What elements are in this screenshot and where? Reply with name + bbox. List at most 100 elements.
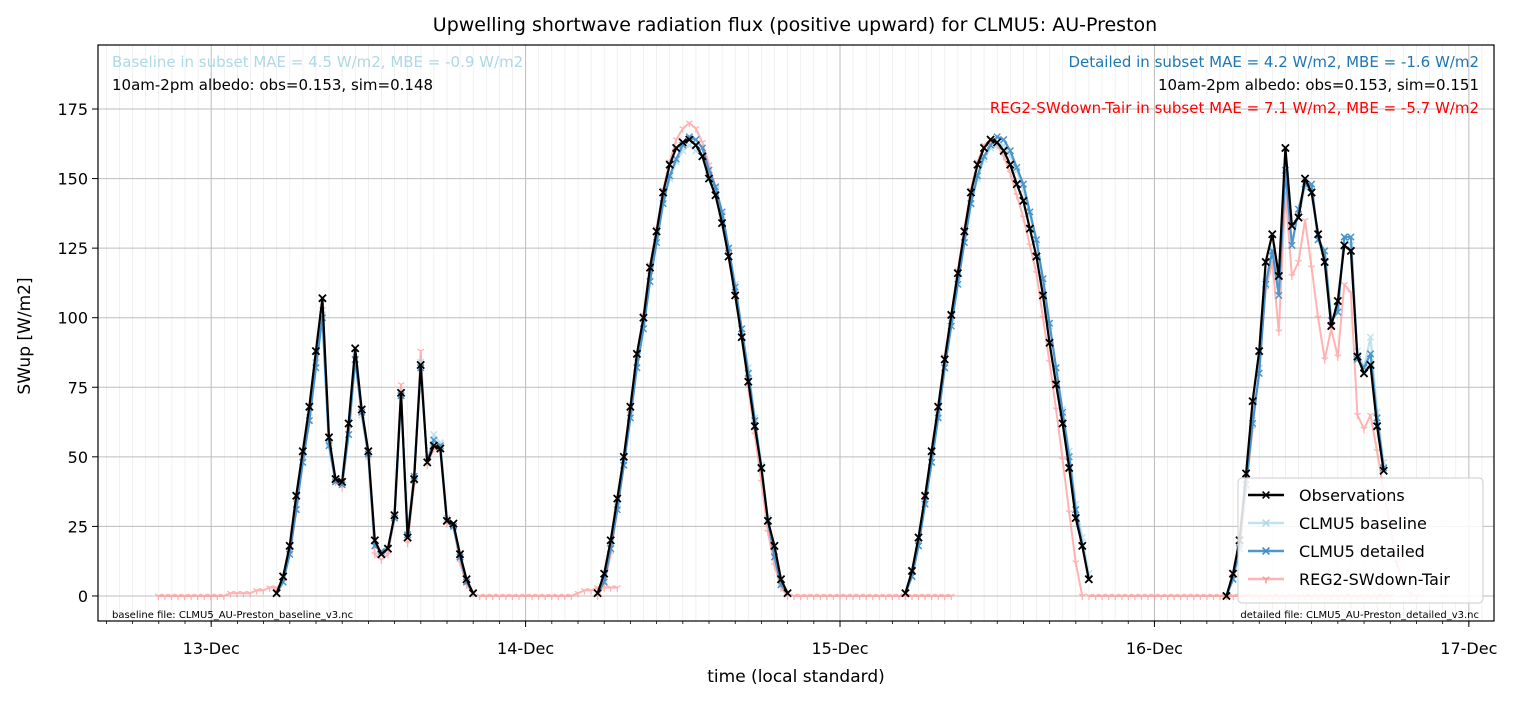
data-point-marker (278, 572, 288, 581)
data-point-marker (567, 593, 575, 601)
data-point-marker (632, 349, 642, 359)
data-point-marker (200, 593, 208, 601)
data-point-marker (928, 593, 936, 601)
reg2-stats-annotation: REG2-SWdown-Tair in subset MAE = 7.1 W/m… (990, 99, 1479, 117)
data-point-marker (1064, 463, 1074, 473)
data-point-marker (1032, 236, 1041, 244)
data-point-marker (973, 160, 982, 169)
data-point-marker (1222, 591, 1231, 601)
data-point-marker (999, 146, 1008, 155)
data-point-marker (1144, 593, 1152, 601)
data-point-marker (1105, 593, 1113, 601)
data-point-marker (1038, 291, 1048, 300)
data-point-marker (1196, 593, 1204, 601)
baseline-stats-annotation: Baseline in subset MAE = 4.5 W/m2, MBE =… (112, 53, 523, 71)
data-point-marker (599, 569, 609, 578)
chart-title: Upwelling shortwave radiation flux (posi… (433, 14, 1157, 36)
data-point-marker (364, 447, 373, 456)
data-point-marker (613, 494, 622, 503)
data-point-marker (1288, 241, 1296, 250)
data-point-marker (1334, 354, 1342, 361)
data-point-marker (167, 593, 176, 601)
data-point-marker (522, 593, 530, 601)
data-point-marker (744, 377, 753, 386)
data-point-marker (305, 402, 314, 411)
data-point-marker (1177, 593, 1185, 601)
baseline-albedo-annotation: 10am-2pm albedo: obs=0.153, sim=0.148 (112, 76, 433, 94)
data-point-marker (711, 191, 720, 200)
data-point-marker (993, 133, 1001, 141)
data-point-marker (1216, 593, 1224, 601)
data-point-marker (1340, 241, 1349, 250)
data-point-marker (324, 433, 334, 442)
data-point-marker (430, 430, 438, 439)
data-point-marker (1353, 412, 1361, 420)
data-point-marker (535, 593, 543, 601)
data-point-marker (1262, 519, 1270, 527)
data-point-marker (580, 587, 589, 595)
data-point-marker (482, 593, 490, 601)
data-point-marker (607, 585, 615, 592)
data-point-marker (1118, 593, 1126, 601)
data-point-marker (1078, 541, 1087, 551)
data-point-marker (692, 135, 700, 144)
data-point-marker (882, 593, 890, 601)
data-point-marker (587, 587, 595, 595)
data-point-marker (370, 536, 380, 545)
data-point-marker (776, 575, 786, 584)
detailed-stats-annotation: Detailed in subset MAE = 4.2 W/m2, MBE =… (1068, 53, 1479, 71)
data-point-marker (671, 143, 681, 153)
legend: Observations CLMU5 baseline CLMU5 detailed… (1237, 477, 1484, 604)
data-point-marker (1333, 296, 1343, 306)
data-point-marker (849, 593, 857, 601)
data-point-marker (574, 590, 582, 598)
data-point-marker (1085, 593, 1093, 601)
series-observations (272, 135, 1388, 601)
data-point-marker (1262, 547, 1270, 555)
data-point-marker (515, 593, 523, 601)
data-point-marker (397, 382, 405, 389)
data-point-marker (1032, 252, 1041, 261)
data-point-marker (1065, 510, 1073, 517)
data-point-marker (1372, 421, 1382, 431)
data-point-marker (417, 348, 425, 356)
legend-entry: CLMU5 detailed (1248, 542, 1425, 561)
legend-box (1237, 477, 1484, 604)
data-point-marker (416, 358, 425, 366)
data-point-marker (1379, 466, 1388, 475)
data-point-marker (842, 593, 851, 601)
data-point-marker (934, 593, 942, 601)
data-point-marker (1307, 188, 1316, 197)
data-point-marker (1347, 233, 1355, 241)
data-point-marker (704, 174, 714, 183)
data-point-marker (1019, 180, 1028, 188)
data-point-marker (619, 452, 629, 462)
data-point-marker (1241, 469, 1251, 478)
data-point-marker (548, 593, 556, 601)
data-point-marker (606, 536, 615, 545)
data-point-marker (416, 360, 425, 370)
data-point-marker (396, 388, 406, 398)
data-point-marker (213, 593, 221, 601)
data-point-marker (1203, 593, 1211, 601)
data-point-marker (953, 268, 963, 278)
data-point-marker (266, 585, 274, 592)
x-axis: 13-Dec 14-Dec 15-Dec 16-Dec 17-Dec (105, 621, 1497, 658)
y-tick-label: 50 (68, 448, 88, 467)
data-point-marker (914, 533, 923, 542)
data-point-marker (652, 227, 661, 236)
data-point-marker (1288, 273, 1296, 281)
data-point-marker (750, 421, 760, 431)
data-point-marker (1051, 380, 1061, 389)
data-point-marker (1327, 321, 1336, 331)
data-point-marker (489, 593, 497, 601)
data-point-marker (1157, 593, 1165, 601)
y-tick-label: 150 (57, 170, 88, 189)
data-point-marker (1261, 257, 1270, 267)
data-point-marker (730, 291, 740, 300)
data-point-marker (508, 593, 516, 601)
data-point-marker (875, 593, 883, 601)
data-point-marker (1058, 419, 1067, 428)
data-point-marker (941, 593, 949, 601)
